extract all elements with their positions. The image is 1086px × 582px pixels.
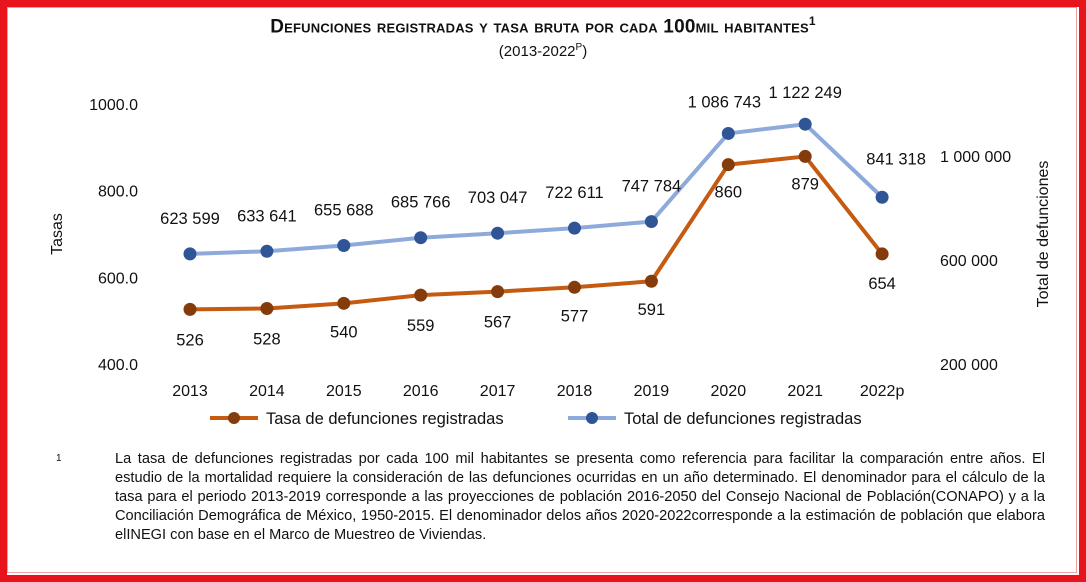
x-tick-label: 2018: [557, 383, 593, 400]
data-label-total: 703 047: [468, 189, 528, 207]
data-label-total: 623 599: [160, 210, 220, 228]
y-tick-label: 600.0: [98, 270, 138, 287]
point-tasa-2018: [568, 280, 581, 294]
data-label-tasa: 577: [561, 307, 589, 325]
subtitle-end: ): [582, 43, 588, 60]
point-total-2021: [798, 117, 812, 131]
point-total-2022p: [875, 190, 889, 204]
x-tick-label: 2022p: [860, 383, 905, 400]
chart-inner-border: [7, 7, 1077, 573]
data-label-total: 747 784: [622, 178, 682, 196]
y2-tick-label: 600 000: [940, 253, 998, 270]
data-label-tasa: 860: [715, 184, 743, 202]
footnote-text: La tasa de defunciones registradas por c…: [115, 451, 1045, 543]
data-label-total: 1 122 249: [768, 84, 841, 102]
point-tasa-2017: [491, 285, 505, 299]
data-label-tasa: 528: [253, 331, 281, 349]
x-tick-label: 2019: [634, 383, 670, 400]
data-label-total: 685 766: [391, 194, 451, 212]
subtitle-sup: P: [575, 42, 583, 53]
y-tick-label: 400.0: [98, 357, 138, 374]
point-tasa-2013: [183, 302, 197, 316]
x-tick-label: 2016: [403, 383, 439, 400]
title-footnote-mark: 1: [808, 14, 816, 28]
x-tick-label: 2014: [249, 383, 285, 400]
chart-title: Defunciones registradas y tasa bruta por…: [0, 14, 1086, 38]
point-total-2014: [260, 244, 274, 258]
data-label-tasa: 559: [407, 317, 435, 335]
series-line-tasa: [189, 154, 884, 312]
x-tick-label: 2021: [787, 383, 823, 400]
data-label-total: 1 086 743: [688, 93, 761, 111]
point-tasa-2015: [337, 296, 351, 310]
series-line-total: [189, 122, 884, 256]
x-tick-label: 2013: [172, 383, 208, 400]
data-label-tasa: 879: [791, 175, 819, 193]
y-axis-label: Tasas: [49, 213, 66, 255]
subtitle-text: (2013-2022: [498, 43, 576, 60]
point-tasa-2021: [798, 149, 812, 163]
point-tasa-2019: [644, 274, 658, 288]
y2-tick-label: 1 000 000: [940, 149, 1011, 166]
y-tick-label: 800.0: [98, 184, 138, 201]
point-total-2018: [568, 221, 581, 235]
point-total-2017: [491, 226, 505, 240]
x-tick-label: 2020: [711, 383, 747, 400]
point-total-2016: [414, 231, 428, 245]
data-label-total: 722 611: [545, 184, 603, 202]
data-label-total: 633 641: [237, 207, 297, 225]
point-tasa-2014: [260, 302, 274, 316]
data-label-tasa: 591: [638, 301, 666, 319]
y2-tick-label: 200 000: [940, 357, 998, 374]
legend-label-total: Total de defunciones registradas: [624, 410, 862, 428]
point-tasa-2020: [721, 158, 735, 172]
legend-marker-total: [586, 412, 598, 424]
x-tick-label: 2017: [480, 383, 516, 400]
chart-title-text: Defunciones registradas y tasa bruta por…: [270, 16, 809, 38]
point-total-2020: [721, 126, 735, 140]
data-label-total: 841 318: [866, 150, 926, 168]
footnote-mark: 1: [56, 453, 62, 464]
data-label-tasa: 540: [330, 323, 358, 341]
point-tasa-2022p: [875, 247, 889, 261]
chart-subtitle: (2013-2022P): [0, 42, 1086, 60]
x-tick-label: 2015: [326, 383, 362, 400]
legend-marker-tasa: [228, 412, 240, 424]
data-label-tasa: 526: [176, 331, 204, 349]
point-total-2013: [183, 247, 197, 261]
y2-axis-label: Total de defunciones: [1035, 161, 1052, 308]
legend-label-tasa: Tasa de defunciones registradas: [266, 410, 504, 428]
point-tasa-2016: [414, 288, 428, 302]
point-total-2015: [337, 239, 351, 253]
data-label-tasa: 654: [868, 275, 896, 293]
data-label-tasa: 567: [484, 314, 512, 332]
data-label-total: 655 688: [314, 202, 374, 220]
y-tick-label: 1000.0: [89, 97, 138, 114]
point-total-2019: [644, 215, 658, 229]
